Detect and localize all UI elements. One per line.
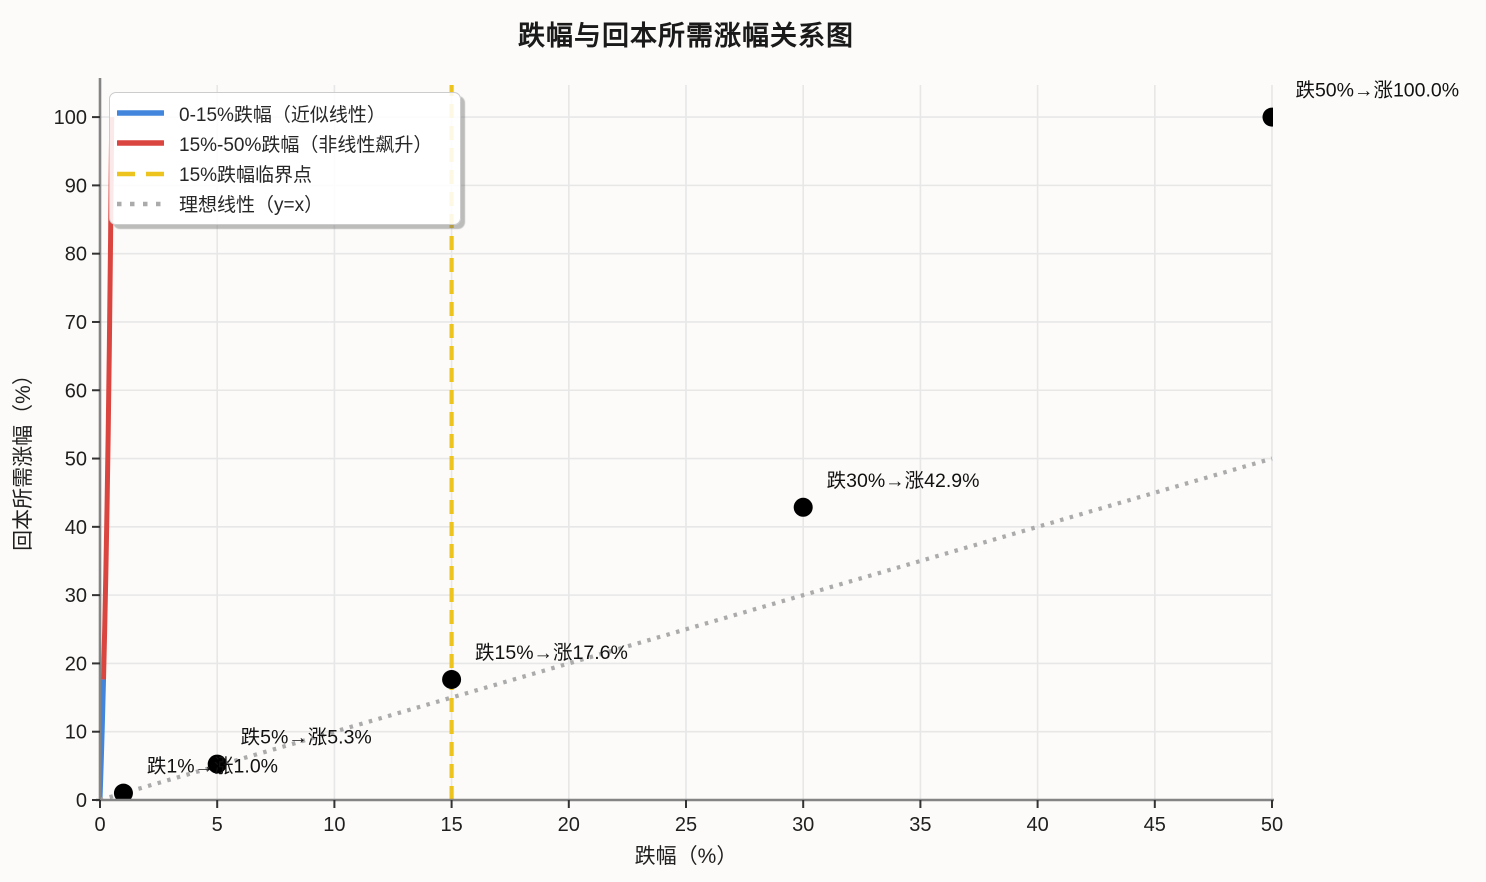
x-tick-label: 20 [558,814,580,836]
y-tick-label: 80 [65,244,87,266]
y-tick-label: 100 [54,107,87,129]
x-tick-label: 50 [1261,814,1283,836]
legend-label: 15%跌幅临界点 [179,165,313,187]
point-annotation: 跌1%→涨1.0% [147,756,278,778]
y-tick-label: 10 [65,722,87,744]
data-layer [99,85,1273,800]
x-tick-label: 30 [792,814,814,836]
legend-line-solid-red-icon [117,140,164,147]
legend-label: 15%-50%跌幅（非线性飙升） [179,134,433,156]
legend: 0-15%跌幅（近似线性） 15%-50%跌幅（非线性飙升） 15%跌幅临界点 … [109,92,461,225]
y-tick-label: 60 [65,380,87,402]
legend-label: 理想线性（y=x） [179,195,324,217]
y-axis-label: 回本所需涨幅（%） [12,364,35,551]
x-tick-label: 35 [909,814,931,836]
series-gray-line [99,456,1273,800]
x-tick-label: 45 [1144,814,1166,836]
chart-title: 跌幅与回本所需涨幅关系图 [518,21,854,51]
point-annotation: 跌15%→涨17.6% [475,642,628,664]
legend-line-solid-blue-icon [117,110,164,116]
legend-item-ideal-line: 理想线性（y=x） [117,189,450,219]
x-tick-label: 0 [94,814,105,836]
y-tick-label: 0 [76,790,87,812]
x-tick-label: 15 [440,814,462,836]
scatter-point [793,497,813,517]
x-tick-label: 40 [1026,814,1048,836]
scatter-point [113,783,133,800]
x-tick-label: 10 [323,814,345,836]
legend-item-blue-segment: 0-15%跌幅（近似线性） [117,98,450,128]
y-tick-label: 50 [65,449,87,471]
y-tick-label: 90 [65,175,87,197]
scatter-point [1262,107,1273,127]
y-tick-label: 20 [65,653,87,675]
legend-line-dashed-yellow-icon [117,171,164,176]
legend-item-red-segment: 15%-50%跌幅（非线性飙升） [117,128,450,158]
legend-label: 0-15%跌幅（近似线性） [179,104,386,126]
scatter-point [207,754,227,774]
point-annotation: 跌50%→涨100.0% [1295,80,1459,102]
point-annotation: 跌5%→涨5.3% [241,727,372,749]
scatter-point [442,669,462,689]
y-tick-label: 70 [65,312,87,334]
legend-line-dotted-gray-icon [117,201,164,207]
x-tick-label: 5 [212,814,223,836]
x-tick-label: 25 [675,814,697,836]
legend-item-threshold: 15%跌幅临界点 [117,159,450,189]
x-axis-label: 跌幅（%） [635,845,738,868]
point-annotation: 跌30%→涨42.9% [827,470,980,492]
series-red-line [101,117,115,680]
y-tick-label: 30 [65,585,87,607]
y-tick-label: 40 [65,517,87,539]
